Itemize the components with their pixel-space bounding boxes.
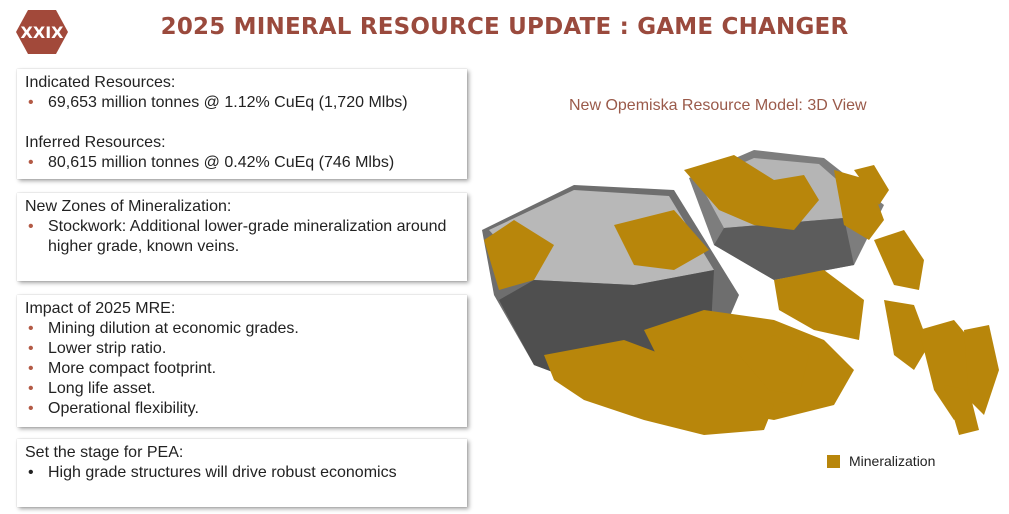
- model-caption: New Opemiska Resource Model: 3D View: [569, 97, 867, 114]
- impact-heading: Impact of 2025 MRE:: [25, 300, 176, 317]
- resources-card: Indicated Resources: 69,653 million tonn…: [17, 69, 467, 179]
- zones-heading: New Zones of Mineralization:: [25, 198, 232, 215]
- page-title: 2025 MINERAL RESOURCE UPDATE : GAME CHAN…: [160, 14, 849, 40]
- inferred-heading: Inferred Resources:: [25, 134, 166, 151]
- list-item: More compact footprint.: [25, 359, 457, 379]
- list-item: Operational flexibility.: [25, 399, 457, 419]
- list-item: Lower strip ratio.: [25, 339, 457, 359]
- list-item: High grade structures will drive robust …: [25, 463, 457, 483]
- indicated-item: 69,653 million tonnes @ 1.12% CuEq (1,72…: [25, 93, 457, 113]
- indicated-heading: Indicated Resources:: [25, 74, 176, 91]
- legend-swatch: [827, 454, 840, 468]
- legend: Mineralization: [827, 453, 935, 469]
- company-logo: XXIX: [16, 10, 68, 54]
- list-item: Stockwork: Additional lower-grade minera…: [25, 217, 457, 257]
- list-item: Long life asset.: [25, 379, 457, 399]
- impact-card: Impact of 2025 MRE: Mining dilution at e…: [17, 295, 467, 427]
- legend-label: Mineralization: [849, 453, 936, 469]
- list-item: Mining dilution at economic grades.: [25, 319, 457, 339]
- mineralization-bodies: [484, 155, 999, 435]
- pea-card: Set the stage for PEA: High grade struct…: [17, 439, 467, 507]
- pea-heading: Set the stage for PEA:: [25, 444, 184, 461]
- logo-text: XXIX: [21, 23, 65, 42]
- inferred-item: 80,615 million tonnes @ 0.42% CuEq (746 …: [25, 153, 457, 173]
- resource-model-3d-view: [482, 150, 999, 435]
- zones-card: New Zones of Mineralization: Stockwork: …: [17, 193, 467, 281]
